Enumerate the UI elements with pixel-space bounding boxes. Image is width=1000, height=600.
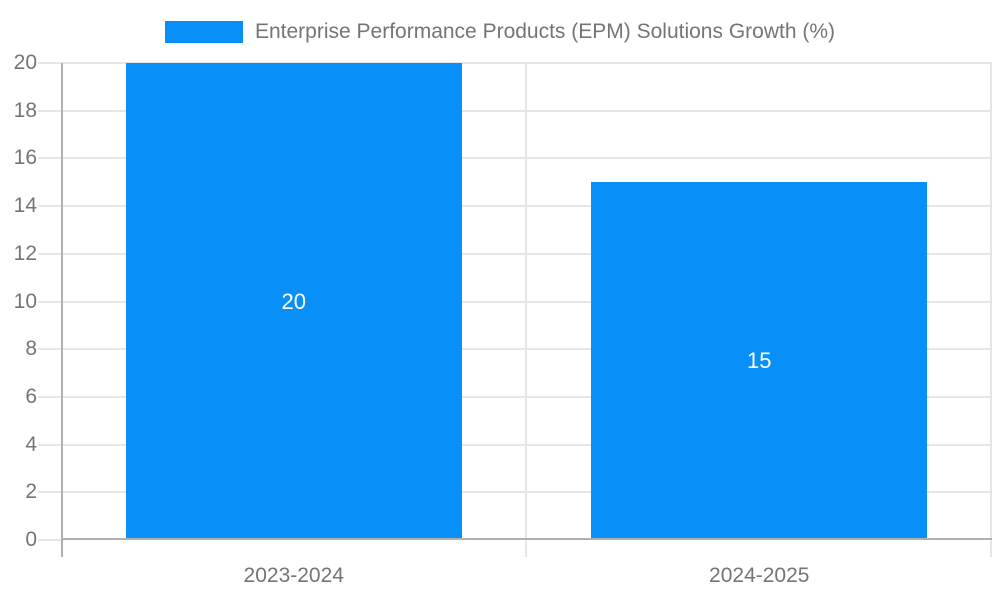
h-gridline	[61, 491, 992, 494]
y-axis-tick	[38, 205, 61, 208]
y-axis-tick-label: 14	[13, 194, 37, 218]
x-axis-tick	[524, 540, 527, 557]
y-axis-tick-label: 6	[25, 384, 37, 408]
h-gridline	[61, 109, 992, 112]
category-slot: 20	[61, 63, 527, 540]
y-axis-tick	[38, 348, 61, 351]
y-axis-tick	[38, 109, 61, 112]
y-axis-tick-label: 12	[13, 241, 37, 265]
h-gridline	[61, 443, 992, 446]
x-axis-tick	[990, 540, 992, 557]
y-axis-tick-label: 8	[25, 337, 37, 361]
y-axis-tick-label: 2	[25, 480, 37, 504]
v-gridline	[524, 63, 527, 540]
h-gridline	[61, 395, 992, 398]
y-axis-tick-label: 16	[13, 146, 37, 170]
x-axis-line	[61, 538, 992, 540]
y-axis-tick	[38, 157, 61, 160]
y-axis-tick-label: 10	[13, 289, 37, 313]
y-axis-tick-label: 4	[25, 432, 37, 456]
bar-value-label: 20	[281, 288, 306, 314]
v-gridline	[990, 63, 992, 540]
y-axis-tick-label: 0	[25, 528, 37, 551]
chart-title: Enterprise Performance Products (EPM) So…	[254, 20, 836, 43]
y-axis-tick	[38, 491, 61, 494]
y-axis-labels: 0 2 4 6 8 10 12 14 16 18 20	[0, 51, 37, 551]
h-gridline	[61, 62, 992, 64]
plot-area: 20 15	[38, 62, 993, 557]
y-axis-line	[61, 63, 63, 557]
y-axis-tick	[38, 443, 61, 446]
x-axis-labels: 2023-2024 2024-2025	[61, 561, 992, 591]
h-gridline	[61, 205, 992, 208]
bar-2023-2024[interactable]: 20	[125, 63, 462, 540]
x-axis-category-label: 2023-2024	[243, 564, 344, 587]
bar-2024-2025[interactable]: 15	[591, 182, 928, 540]
h-gridline	[61, 252, 992, 255]
chart-legend[interactable]: Enterprise Performance Products (EPM) So…	[0, 14, 1000, 50]
y-axis-tick-label: 20	[13, 51, 37, 74]
y-axis-tick	[38, 539, 61, 541]
category-slot: 15	[527, 63, 993, 540]
h-gridline	[61, 157, 992, 160]
h-gridline	[61, 300, 992, 303]
y-axis-tick	[38, 395, 61, 398]
bar-value-label: 15	[747, 348, 772, 374]
y-axis-tick	[38, 252, 61, 255]
y-axis-tick-label: 18	[13, 98, 37, 122]
legend-swatch-icon[interactable]	[164, 21, 243, 43]
y-axis-tick	[38, 300, 61, 303]
y-axis-tick	[38, 62, 61, 64]
h-gridline	[61, 348, 992, 351]
x-axis-category-label: 2024-2025	[709, 564, 810, 587]
